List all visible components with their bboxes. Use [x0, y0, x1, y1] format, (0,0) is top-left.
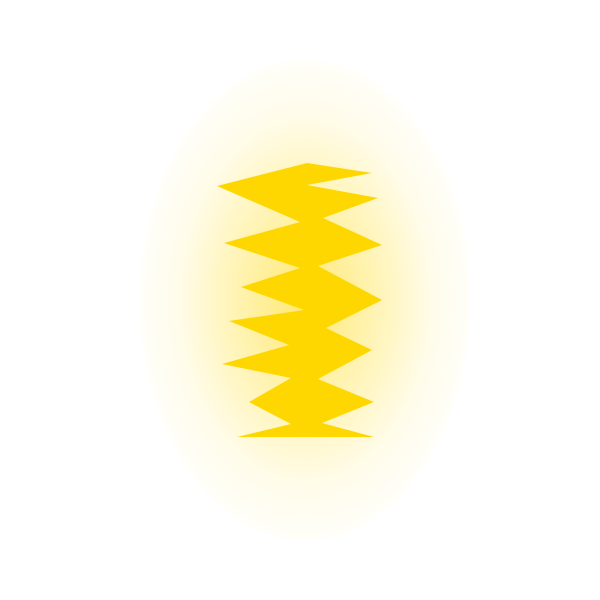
zigzag-shape: [217, 163, 382, 437]
